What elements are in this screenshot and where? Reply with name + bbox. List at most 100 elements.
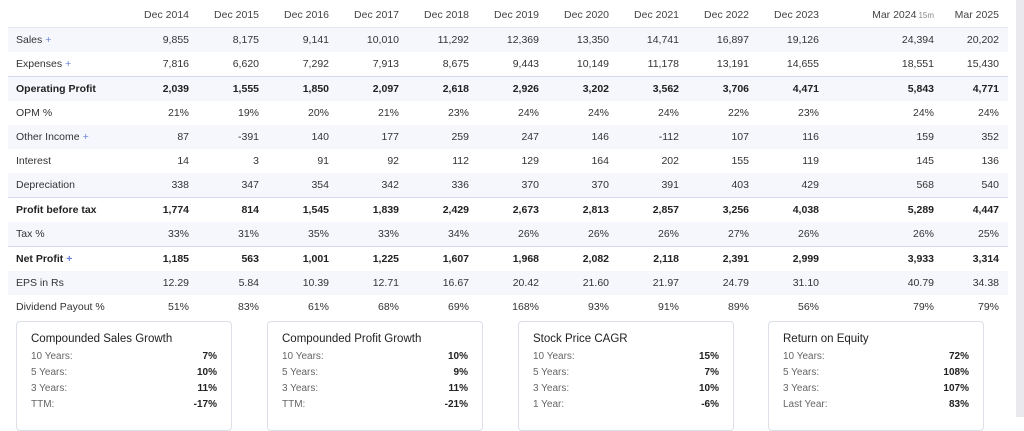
card-row-label: 10 Years: <box>533 351 575 362</box>
table-cell: 6,620 <box>232 58 259 70</box>
table-cell: 814 <box>198 197 268 222</box>
card-row-value: -6% <box>701 399 719 410</box>
column-header[interactable]: Mar 2024 15m <box>828 3 943 28</box>
table-cell: 26% <box>478 222 548 247</box>
card-row-value: 72% <box>948 351 969 362</box>
table-cell: 13,350 <box>548 27 618 52</box>
column-header[interactable]: Dec 2020 <box>548 3 618 28</box>
table-cell: 24.79 <box>688 271 758 295</box>
row-label-text: Depreciation <box>16 179 75 191</box>
table-cell: 26% <box>758 222 828 247</box>
table-cell: 9,855 <box>128 27 198 52</box>
table-cell: 370 <box>548 173 618 198</box>
card-row-value: 11% <box>197 383 217 394</box>
table-cell: 3,202 <box>548 76 618 101</box>
card-title: Compounded Profit Growth <box>282 333 422 345</box>
card-title: Stock Price CAGR <box>533 333 628 345</box>
row-label-text: Sales <box>16 34 43 46</box>
card-row: 10 Years: 10% <box>282 351 468 367</box>
table-cell: 4,771 <box>943 76 1008 101</box>
table-cell: 7,292 <box>302 58 329 70</box>
card-row: 5 Years: 10% <box>31 367 217 383</box>
row-label: Dividend Payout % <box>8 295 128 319</box>
table-cell: 24% <box>517 107 539 119</box>
card-row-label: 3 Years: <box>533 383 570 394</box>
column-header-label: Dec 2018 <box>424 9 469 21</box>
column-header[interactable]: Dec 2018 <box>408 3 478 28</box>
table-cell: 14,655 <box>786 58 819 70</box>
table-cell: 2,118 <box>618 246 688 271</box>
column-header[interactable]: Dec 2022 <box>688 3 758 28</box>
expand-plus-icon[interactable]: + <box>66 253 73 265</box>
table-cell: 247 <box>478 125 548 149</box>
table-cell: 2,429 <box>408 197 478 222</box>
table-cell: 18,551 <box>901 58 934 70</box>
table-cell: 2,673 <box>478 197 548 222</box>
table-cell: 568 <box>828 173 943 198</box>
table-row: Net Profit +1,185 563 1,001 1,225 1,607 1,968 2… <box>8 246 1008 271</box>
column-header-label: Dec 2019 <box>494 9 539 21</box>
column-header-label: Dec 2022 <box>704 9 749 21</box>
row-label-text: Profit before tax <box>16 204 97 216</box>
column-header-label: Dec 2023 <box>774 9 819 21</box>
table-cell: 145 <box>916 155 934 167</box>
table-cell: 25% <box>943 222 1008 247</box>
table-cell: 12,369 <box>478 27 548 52</box>
table-cell: 168% <box>512 301 539 313</box>
table-cell: 24% <box>587 107 609 119</box>
table-cell: 9,443 <box>512 58 539 70</box>
table-row: Profit before tax 1,774 814 1,545 1,839 2,429… <box>8 197 1008 222</box>
card-row: TTM: -17% <box>31 399 217 415</box>
column-header[interactable]: Dec 2016 <box>268 3 338 28</box>
card-row: 5 Years: 108% <box>783 367 969 383</box>
card-row-label: 3 Years: <box>31 383 68 394</box>
column-header[interactable]: Dec 2021 <box>618 3 688 28</box>
table-cell: 2,926 <box>478 76 548 101</box>
table-cell: 79% <box>912 301 934 313</box>
growth-card: Compounded Sales Growth 10 Years: 7% 5 Year… <box>16 321 232 431</box>
row-label[interactable]: Sales + <box>8 27 128 52</box>
card-row: Last Year: 83% <box>783 399 969 415</box>
table-cell: 27% <box>688 222 758 247</box>
expand-plus-icon[interactable]: + <box>82 131 89 143</box>
column-header-label: Dec 2017 <box>354 9 399 21</box>
expand-plus-icon[interactable]: + <box>45 34 52 46</box>
header-row: Dec 2014 Dec 2015 Dec 2016 Dec 2017 Dec 2018… <box>8 3 1008 28</box>
row-label[interactable]: Other Income + <box>8 125 128 149</box>
row-label[interactable]: Net Profit + <box>8 246 128 271</box>
card-row-value: -17% <box>193 399 217 410</box>
page-scrollbar[interactable] <box>1016 0 1024 417</box>
table-cell: -391 <box>198 125 268 149</box>
table-cell: 8,175 <box>198 27 268 52</box>
column-header[interactable]: Dec 2017 <box>338 3 408 28</box>
table-cell: 26% <box>828 222 943 247</box>
column-header[interactable]: Dec 2015 <box>198 3 268 28</box>
table-cell: 342 <box>338 173 408 198</box>
column-header[interactable]: Dec 2014 <box>128 3 198 28</box>
column-header[interactable]: Dec 2019 <box>478 3 548 28</box>
table-cell: 22% <box>727 107 749 119</box>
row-label[interactable]: Expenses + <box>8 52 128 77</box>
table-cell: 1,225 <box>338 246 408 271</box>
table-row: Tax % 33% 31% 35% 33% 34% 26% 26% 26% 27% 26% 26% 25… <box>8 222 1008 247</box>
table-cell: 140 <box>268 125 338 149</box>
expand-plus-icon[interactable]: + <box>65 58 72 70</box>
column-header-label: Dec 2020 <box>564 9 609 21</box>
table-cell: 155 <box>731 155 749 167</box>
table-cell: 40.79 <box>828 271 943 295</box>
card-row-value: 15% <box>698 351 719 362</box>
table-cell: 23% <box>447 107 469 119</box>
card-row: 3 Years: 10% <box>533 383 719 399</box>
table-cell: 10,010 <box>338 27 408 52</box>
table-cell: 89% <box>727 301 749 313</box>
card-title: Return on Equity <box>783 333 869 345</box>
header-corner <box>8 3 128 28</box>
column-header[interactable]: Dec 2023 <box>758 3 828 28</box>
table-cell: 116 <box>758 125 828 149</box>
table-cell: 2,857 <box>618 197 688 222</box>
table-cell: 3,314 <box>943 246 1008 271</box>
row-label-text: Expenses <box>16 58 63 70</box>
card-title: Compounded Sales Growth <box>31 333 173 345</box>
table-row: OPM % 21% 19% 20% 21% 23% 24% 24% 24% 22% 23% 24% 24… <box>8 101 1008 125</box>
column-header[interactable]: Mar 2025 <box>943 3 1008 28</box>
